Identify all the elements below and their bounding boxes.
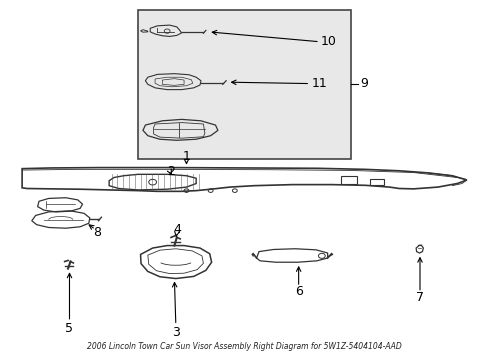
Text: 2: 2 [167,165,175,177]
Text: 9: 9 [360,77,367,90]
FancyBboxPatch shape [138,10,350,159]
Text: 2006 Lincoln Town Car Sun Visor Assembly Right Diagram for 5W1Z-5404104-AAD: 2006 Lincoln Town Car Sun Visor Assembly… [87,342,401,351]
FancyBboxPatch shape [369,179,384,185]
Text: 6: 6 [294,285,302,298]
Polygon shape [109,174,196,190]
Text: 4: 4 [173,223,181,236]
Text: 1: 1 [182,150,190,163]
Text: 7: 7 [415,291,423,304]
Text: 11: 11 [310,77,326,90]
Text: 10: 10 [320,35,336,48]
Text: 8: 8 [93,226,101,239]
Text: 5: 5 [65,322,73,336]
FancyBboxPatch shape [340,176,356,184]
Text: 3: 3 [172,326,180,339]
